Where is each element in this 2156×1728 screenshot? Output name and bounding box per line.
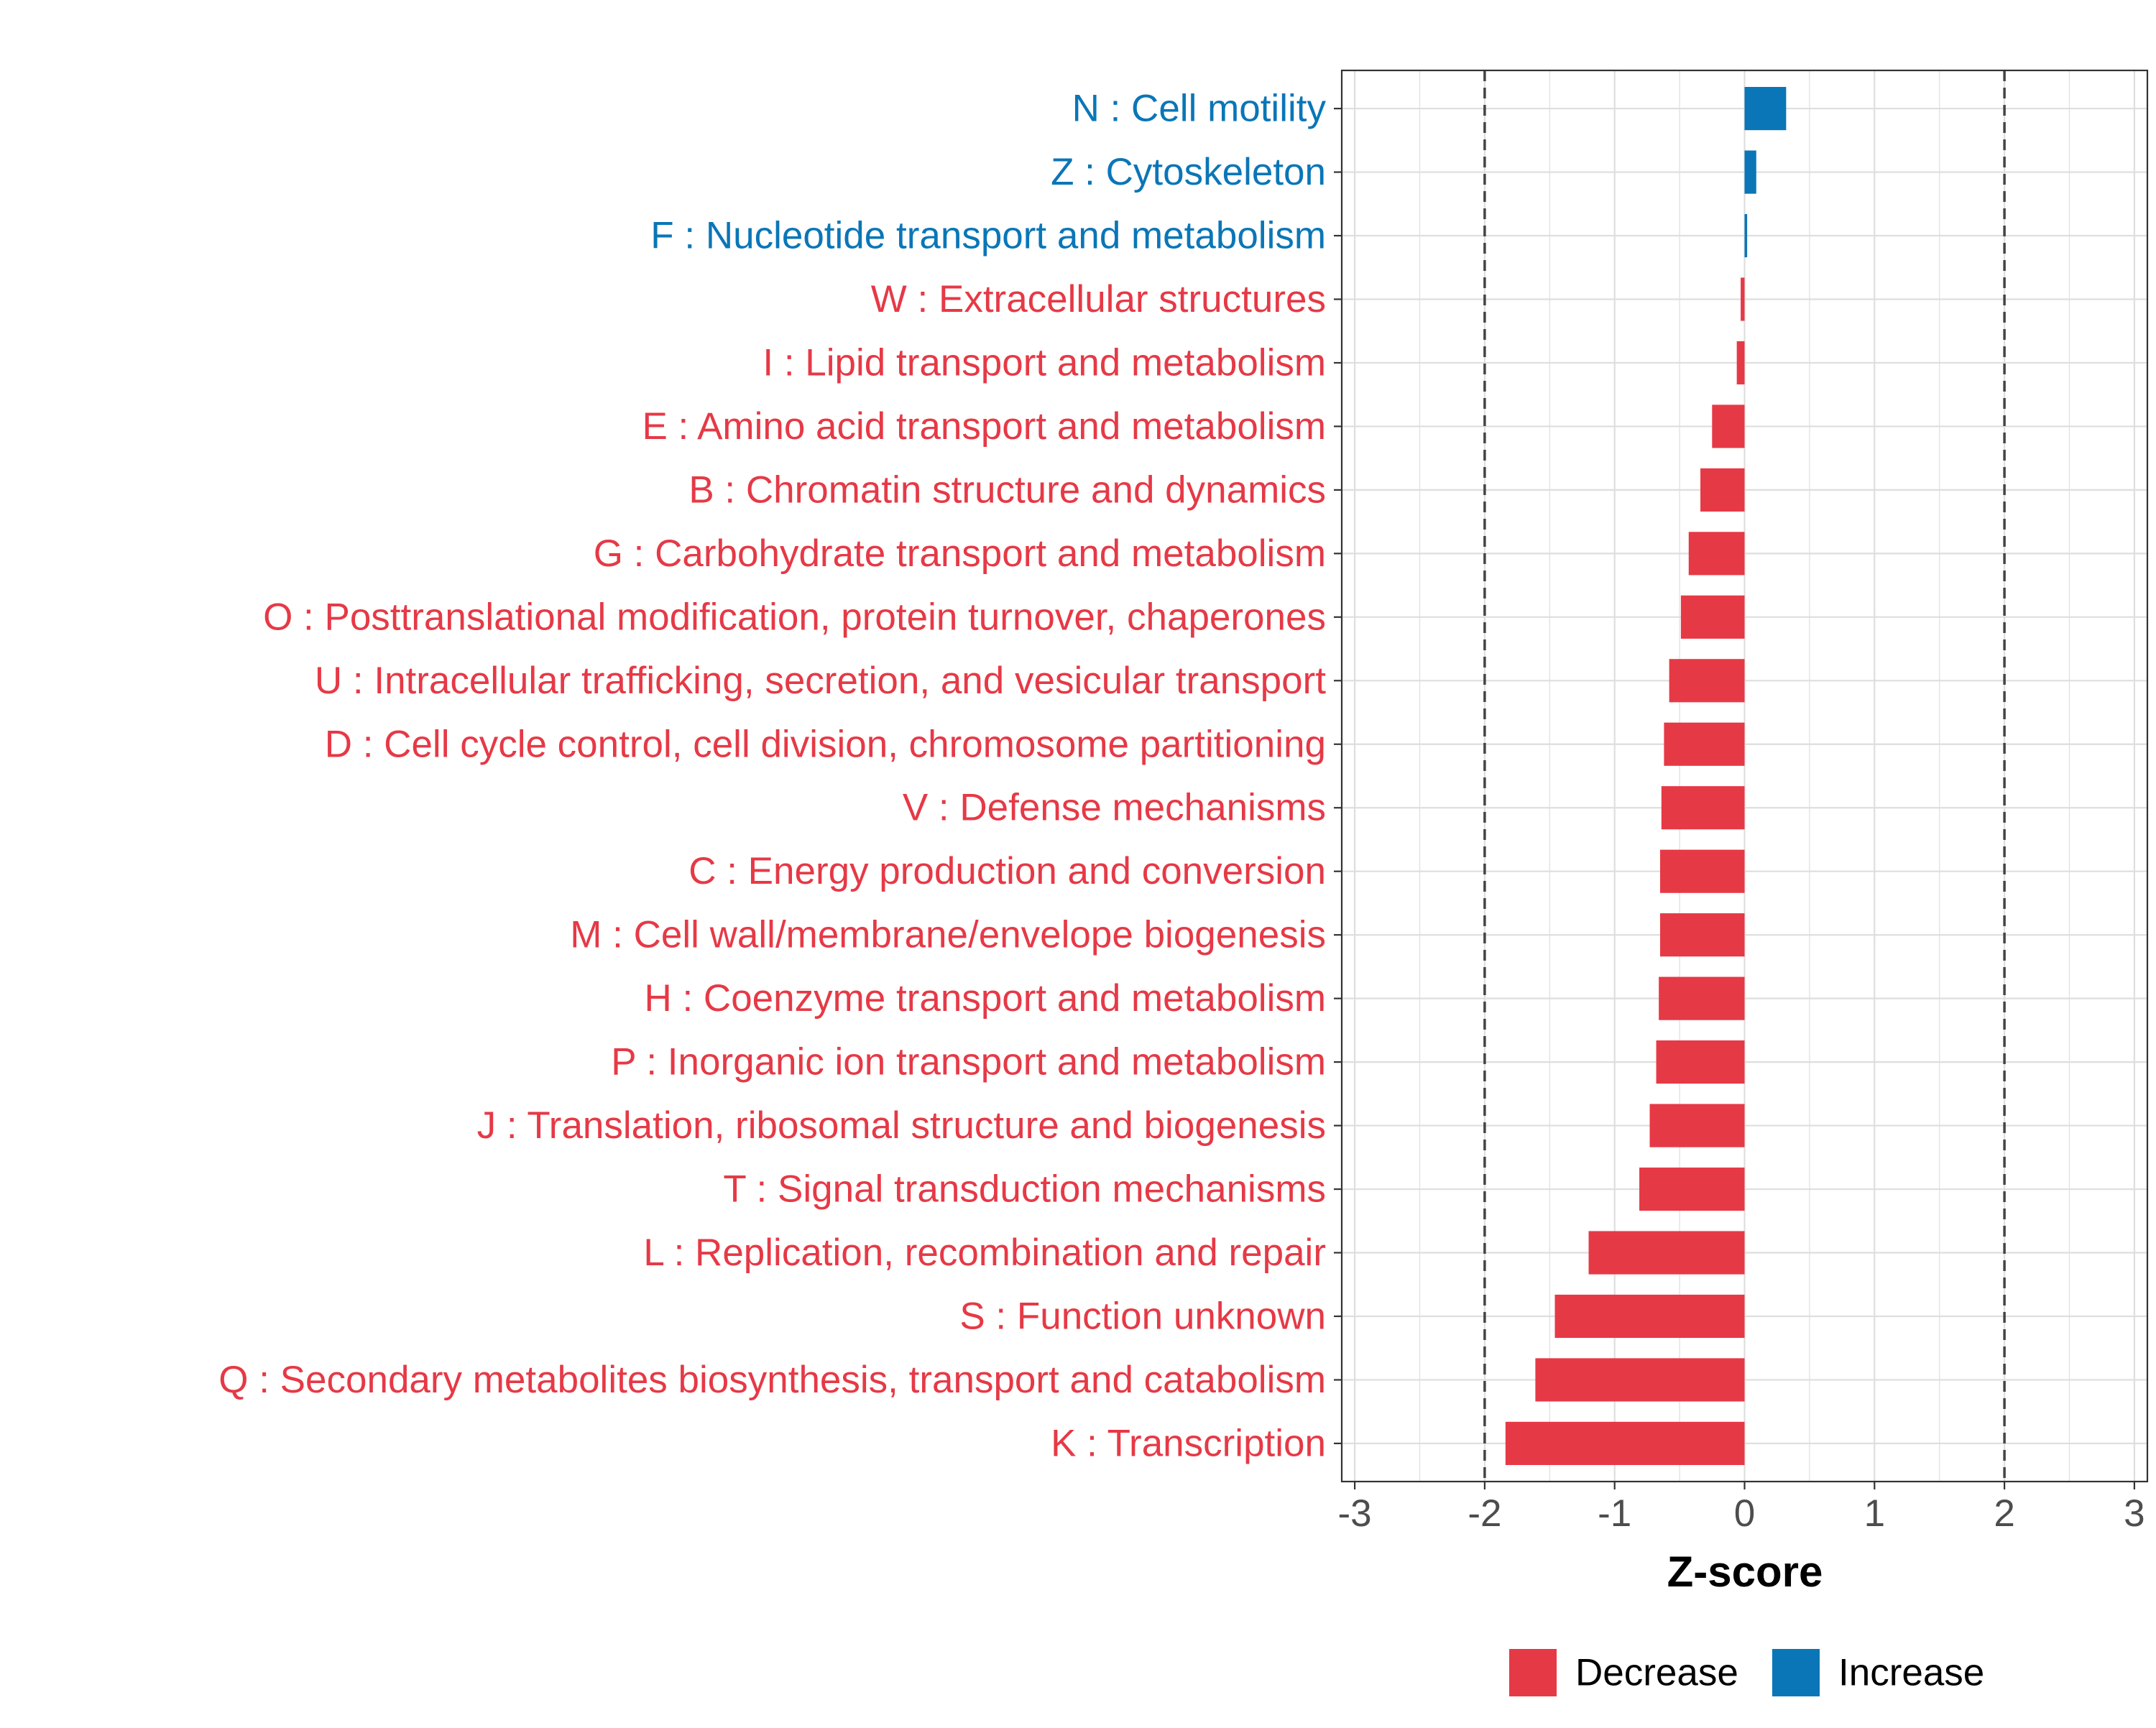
bar — [1659, 976, 1745, 1020]
y-tick-label: F : Nucleotide transport and metabolism — [650, 215, 1326, 257]
bar — [1744, 150, 1756, 194]
y-tick-label: C : Energy production and conversion — [688, 850, 1326, 892]
bar — [1554, 1294, 1745, 1339]
y-tick-label: U : Intracellular trafficking, secretion… — [315, 660, 1326, 702]
bar — [1669, 659, 1745, 703]
bar — [1700, 468, 1745, 512]
x-tick-label: 3 — [2124, 1492, 2145, 1535]
bar — [1744, 87, 1787, 131]
bar — [1588, 1231, 1745, 1275]
bar — [1639, 1167, 1745, 1211]
bar — [1744, 213, 1748, 258]
y-tick-label: W : Extracellular structures — [871, 278, 1326, 320]
bar — [1736, 341, 1745, 385]
y-tick-label: Q : Secondary metabolites biosynthesis, … — [218, 1359, 1326, 1401]
x-axis-title: Z-score — [1667, 1548, 1823, 1596]
y-tick-label: G : Carbohydrate transport and metabolis… — [594, 532, 1326, 575]
bar — [1659, 913, 1745, 957]
bar — [1664, 722, 1745, 766]
y-tick-label: B : Chromatin structure and dynamics — [688, 468, 1326, 511]
bar — [1659, 849, 1745, 893]
y-tick-label: D : Cell cycle control, cell division, c… — [325, 723, 1326, 765]
y-tick-label: Z : Cytoskeleton — [1051, 151, 1326, 193]
x-tick-label: -3 — [1338, 1492, 1372, 1535]
y-tick-label: V : Defense mechanisms — [903, 787, 1326, 829]
y-ticks: N : Cell motility Z : Cytoskeleton F : Nuc… — [218, 88, 1342, 1464]
x-ticks: -3 -2 -1 0 1 2 3 — [1338, 1482, 2145, 1535]
bar — [1535, 1358, 1745, 1402]
bar — [1661, 786, 1745, 830]
y-tick-label: P : Inorganic ion transport and metaboli… — [611, 1041, 1326, 1084]
y-tick-label: M : Cell wall/membrane/envelope biogenes… — [570, 914, 1326, 956]
y-tick-label: T : Signal transduction mechanisms — [723, 1168, 1326, 1211]
bar — [1680, 595, 1745, 639]
legend-label: Decrease — [1575, 1652, 1738, 1694]
bars — [1505, 87, 1787, 1465]
bar — [1741, 277, 1745, 321]
y-tick-label: N : Cell motility — [1072, 88, 1327, 130]
reference-lines — [1483, 70, 2006, 1482]
legend: Decrease Increase — [1509, 1649, 1984, 1696]
x-tick-label: 1 — [1864, 1492, 1885, 1535]
x-tick-label: 2 — [1994, 1492, 2014, 1535]
x-tick-label: -1 — [1598, 1492, 1631, 1535]
bar — [1712, 405, 1745, 448]
y-tick-label: J : Translation, ribosomal structure and… — [477, 1104, 1326, 1147]
bar — [1649, 1104, 1745, 1147]
y-tick-label: E : Amino acid transport and metabolism — [642, 405, 1326, 448]
bar — [1656, 1040, 1745, 1084]
y-tick-label: O : Posttranslational modification, prot… — [263, 596, 1326, 638]
legend-item: Decrease — [1509, 1649, 1738, 1696]
legend-swatch — [1772, 1649, 1820, 1696]
y-tick-label: I : Lipid transport and metabolism — [763, 341, 1326, 384]
y-tick-label: L : Replication, recombination and repai… — [643, 1232, 1326, 1274]
x-tick-label: -2 — [1468, 1492, 1501, 1535]
legend-item: Increase — [1772, 1649, 1984, 1696]
y-tick-label: H : Coenzyme transport and metabolism — [644, 977, 1326, 1020]
bar — [1688, 532, 1745, 576]
y-tick-label: S : Function unknown — [959, 1295, 1326, 1337]
bar — [1505, 1421, 1745, 1465]
legend-label: Increase — [1838, 1652, 1984, 1694]
legend-swatch — [1509, 1649, 1557, 1696]
x-tick-label: 0 — [1734, 1492, 1755, 1535]
y-tick-label: K : Transcription — [1051, 1422, 1326, 1464]
